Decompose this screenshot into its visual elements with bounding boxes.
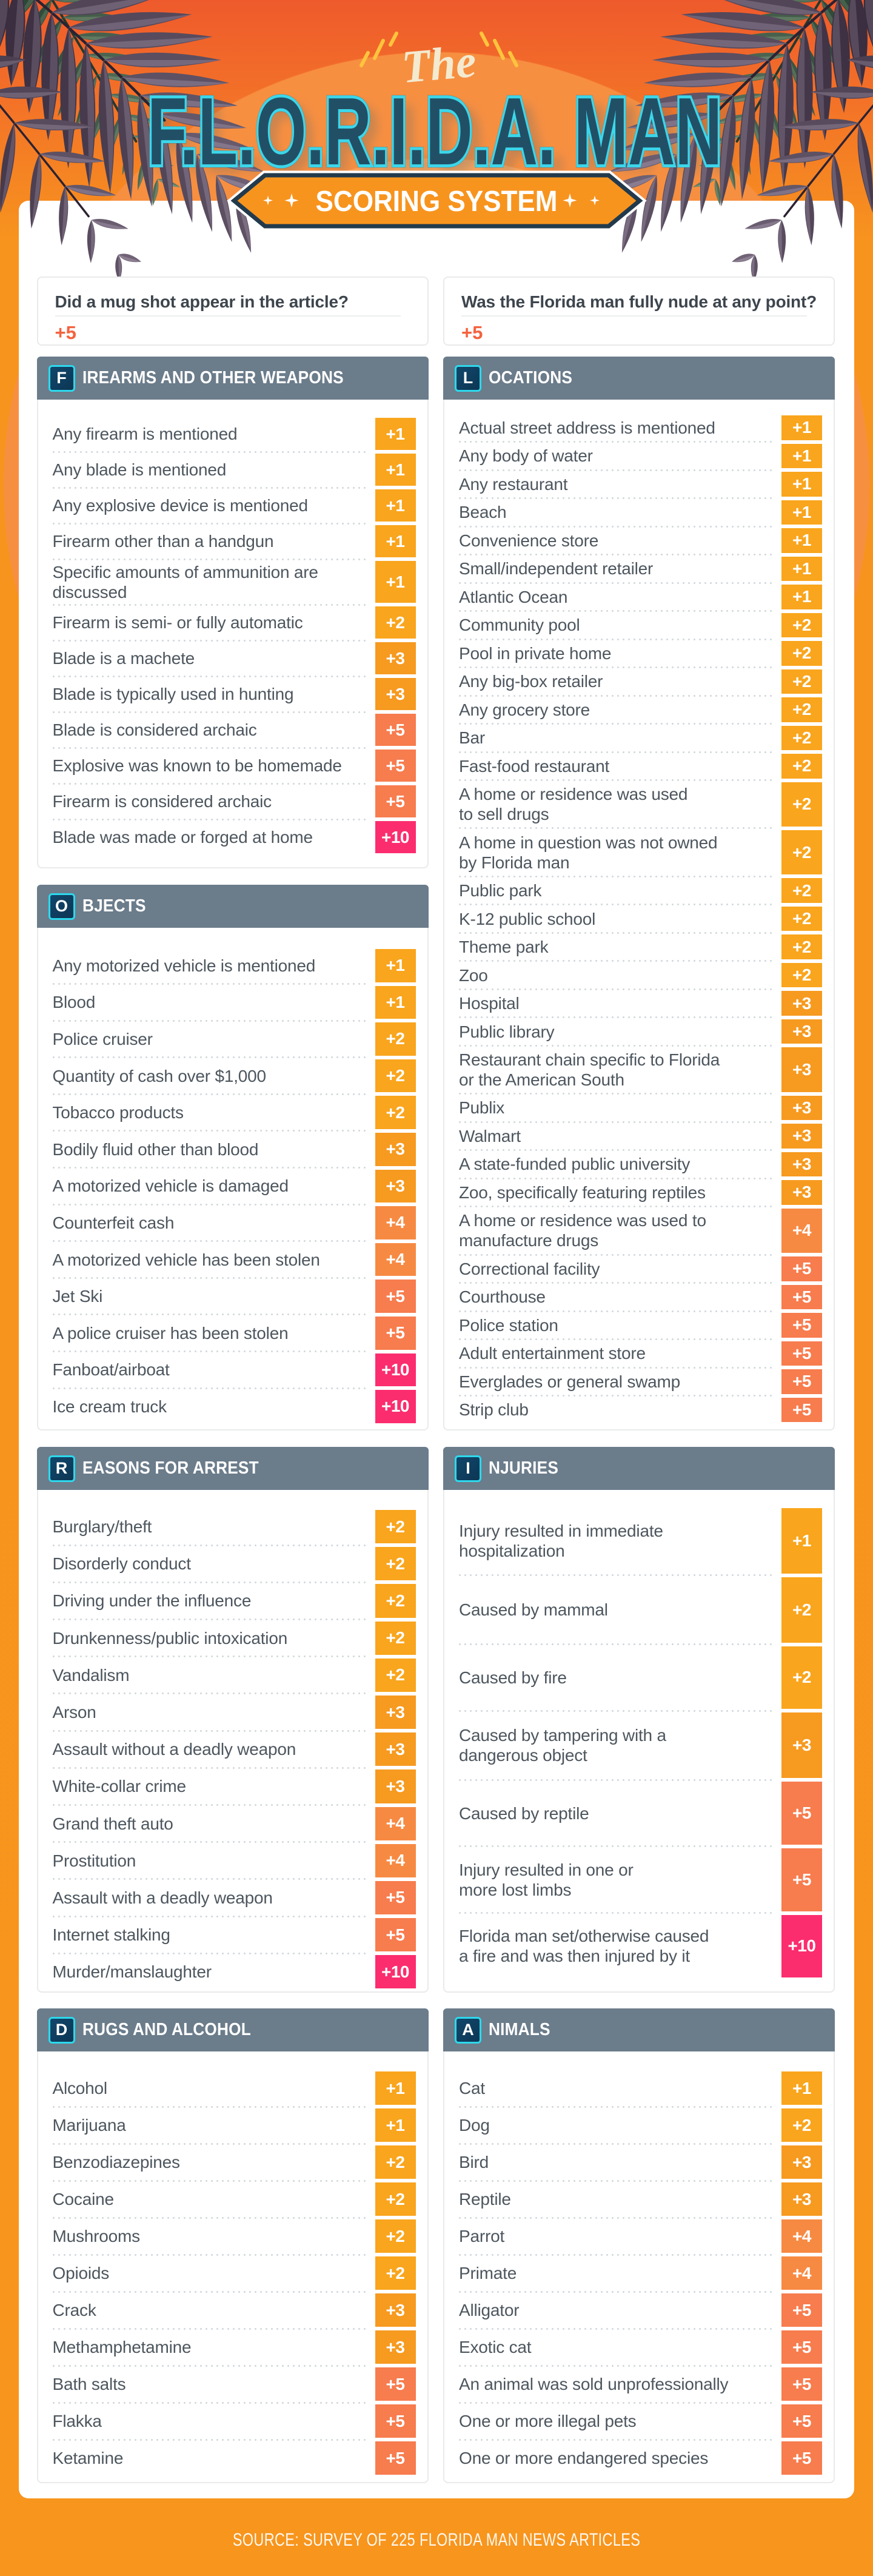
svg-text:F.L.O.R.I.D.A. MAN: F.L.O.R.I.D.A. MAN [147, 78, 722, 185]
svg-text:F.L.O.R.I.D.A. MAN: F.L.O.R.I.D.A. MAN [147, 78, 722, 185]
svg-text:SCORING SYSTEM: SCORING SYSTEM [316, 186, 558, 218]
svg-text:The: The [400, 36, 478, 93]
